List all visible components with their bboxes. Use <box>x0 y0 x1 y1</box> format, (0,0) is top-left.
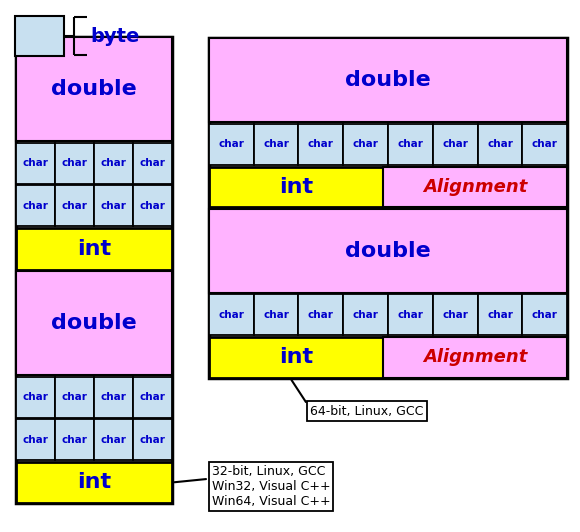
FancyBboxPatch shape <box>388 294 433 335</box>
FancyBboxPatch shape <box>16 37 172 503</box>
FancyBboxPatch shape <box>14 16 64 56</box>
Text: char: char <box>61 435 88 445</box>
Text: char: char <box>23 201 49 211</box>
Text: double: double <box>345 70 431 90</box>
Text: char: char <box>263 139 289 149</box>
Text: double: double <box>51 79 137 99</box>
Text: char: char <box>263 310 289 320</box>
Text: byte: byte <box>90 27 139 46</box>
Text: char: char <box>397 139 423 149</box>
FancyBboxPatch shape <box>209 38 567 122</box>
FancyBboxPatch shape <box>209 38 567 378</box>
Text: char: char <box>532 139 558 149</box>
FancyBboxPatch shape <box>433 294 478 335</box>
FancyBboxPatch shape <box>16 143 55 184</box>
Text: Alignment: Alignment <box>423 348 527 366</box>
Text: int: int <box>278 177 313 197</box>
FancyBboxPatch shape <box>298 294 343 335</box>
Text: char: char <box>100 158 126 168</box>
Text: char: char <box>218 139 244 149</box>
FancyBboxPatch shape <box>209 167 383 207</box>
FancyBboxPatch shape <box>343 294 388 335</box>
Text: char: char <box>100 435 126 445</box>
Text: Alignment: Alignment <box>423 178 527 196</box>
FancyBboxPatch shape <box>133 185 172 226</box>
Text: char: char <box>487 310 513 320</box>
Text: char: char <box>61 392 88 402</box>
Text: 32-bit, Linux, GCC
Win32, Visual C++
Win64, Visual C++: 32-bit, Linux, GCC Win32, Visual C++ Win… <box>212 465 331 508</box>
FancyBboxPatch shape <box>55 419 94 460</box>
FancyBboxPatch shape <box>16 462 172 503</box>
FancyBboxPatch shape <box>94 185 133 226</box>
Text: char: char <box>218 310 244 320</box>
FancyBboxPatch shape <box>478 294 523 335</box>
FancyBboxPatch shape <box>383 167 567 207</box>
FancyBboxPatch shape <box>388 124 433 165</box>
FancyBboxPatch shape <box>16 271 172 375</box>
Text: char: char <box>487 139 513 149</box>
Text: double: double <box>345 240 431 261</box>
Text: char: char <box>23 158 49 168</box>
Text: char: char <box>353 139 379 149</box>
FancyBboxPatch shape <box>94 377 133 418</box>
Text: char: char <box>139 392 165 402</box>
Text: int: int <box>278 347 313 367</box>
FancyBboxPatch shape <box>16 228 172 270</box>
FancyBboxPatch shape <box>478 124 523 165</box>
FancyBboxPatch shape <box>16 185 55 226</box>
FancyBboxPatch shape <box>253 124 298 165</box>
FancyBboxPatch shape <box>433 124 478 165</box>
Text: char: char <box>532 310 558 320</box>
Text: char: char <box>443 139 468 149</box>
FancyBboxPatch shape <box>16 419 55 460</box>
Text: int: int <box>77 472 111 492</box>
Text: char: char <box>61 201 88 211</box>
FancyBboxPatch shape <box>523 124 567 165</box>
FancyBboxPatch shape <box>133 419 172 460</box>
Text: 64-bit, Linux, GCC: 64-bit, Linux, GCC <box>310 405 423 418</box>
Text: char: char <box>443 310 468 320</box>
FancyBboxPatch shape <box>55 143 94 184</box>
FancyBboxPatch shape <box>94 419 133 460</box>
FancyBboxPatch shape <box>94 143 133 184</box>
Text: char: char <box>139 201 165 211</box>
FancyBboxPatch shape <box>55 185 94 226</box>
Text: char: char <box>100 392 126 402</box>
Text: char: char <box>353 310 379 320</box>
FancyBboxPatch shape <box>253 294 298 335</box>
FancyBboxPatch shape <box>133 143 172 184</box>
Text: char: char <box>61 158 88 168</box>
Text: char: char <box>139 435 165 445</box>
Text: double: double <box>51 313 137 333</box>
FancyBboxPatch shape <box>209 209 567 293</box>
FancyBboxPatch shape <box>16 37 172 141</box>
FancyBboxPatch shape <box>16 377 55 418</box>
FancyBboxPatch shape <box>55 377 94 418</box>
Text: char: char <box>23 435 49 445</box>
FancyBboxPatch shape <box>298 124 343 165</box>
Text: int: int <box>77 239 111 259</box>
FancyBboxPatch shape <box>343 124 388 165</box>
FancyBboxPatch shape <box>209 337 383 378</box>
Text: char: char <box>100 201 126 211</box>
Text: char: char <box>23 392 49 402</box>
Text: char: char <box>308 310 334 320</box>
Text: char: char <box>139 158 165 168</box>
FancyBboxPatch shape <box>209 294 253 335</box>
FancyBboxPatch shape <box>209 124 253 165</box>
FancyBboxPatch shape <box>383 337 567 378</box>
FancyBboxPatch shape <box>523 294 567 335</box>
Text: char: char <box>397 310 423 320</box>
Text: char: char <box>308 139 334 149</box>
FancyBboxPatch shape <box>133 377 172 418</box>
